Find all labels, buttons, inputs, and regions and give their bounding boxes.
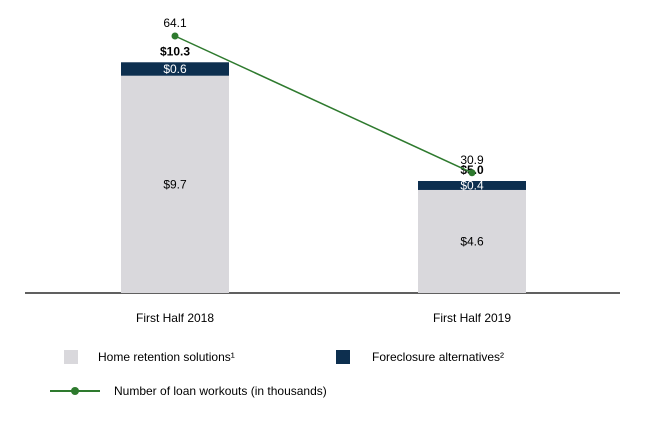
legend-label-foreclosure: Foreclosure alternatives² <box>372 350 505 364</box>
legend-item-home-retention: Home retention solutions¹ <box>64 350 235 364</box>
legend-swatch-home-retention <box>64 350 78 364</box>
legend-label-loan-workouts: Number of loan workouts (in thousands) <box>114 384 327 398</box>
legend-swatch-foreclosure <box>336 350 350 364</box>
loan-workouts-point-2 <box>468 169 476 177</box>
legend-item-loan-workouts: Number of loan workouts (in thousands) <box>50 384 327 398</box>
bar-label-home-retention-1: $9.7 <box>163 177 187 191</box>
bar-home-retention-2 <box>418 189 526 293</box>
legend-label-home-retention: Home retention solutions¹ <box>98 350 235 364</box>
bar-foreclosure-2 <box>418 181 526 190</box>
bar-foreclosure-1 <box>121 62 229 76</box>
legend-item-foreclosure: Foreclosure alternatives² <box>336 350 504 364</box>
loan-workouts-line <box>174 35 473 174</box>
bar-total-label-1: $10.3 <box>160 44 190 58</box>
legend-swatch-loan-workouts <box>50 384 100 398</box>
bar-label-home-retention-2: $4.6 <box>460 234 484 248</box>
loan-workouts-label-1: 64.1 <box>163 16 187 30</box>
loan-workouts-label-2: 30.9 <box>460 153 484 167</box>
x-tick-label-1: First Half 2018 <box>136 311 214 325</box>
x-tick-label-2: First Half 2019 <box>433 311 511 325</box>
bar-label-foreclosure-1: $0.6 <box>163 62 187 76</box>
loan-workouts-point-1 <box>171 32 179 40</box>
bar-home-retention-1 <box>121 75 229 293</box>
bar-label-foreclosure-2: $0.4 <box>460 178 484 192</box>
